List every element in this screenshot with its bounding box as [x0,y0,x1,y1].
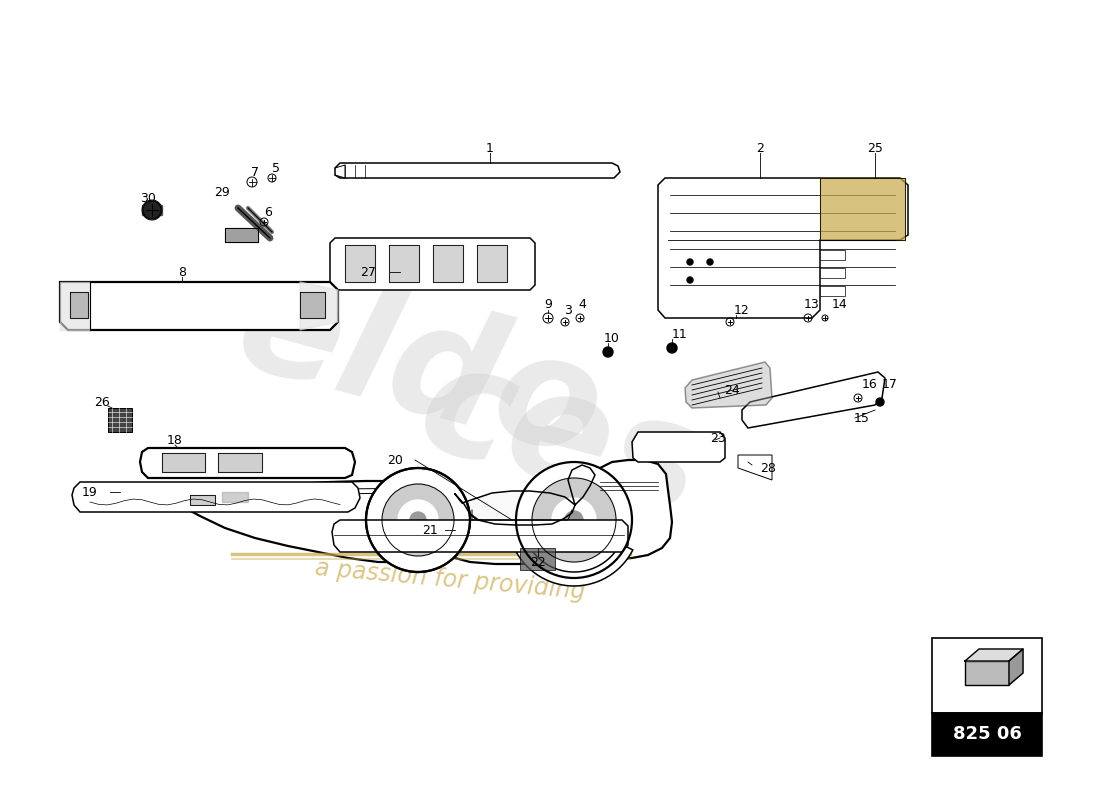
Text: 27: 27 [360,266,376,278]
Polygon shape [508,523,632,586]
Text: 3: 3 [564,303,572,317]
Text: 30: 30 [140,191,156,205]
Text: 825 06: 825 06 [953,725,1022,743]
Polygon shape [433,245,463,282]
Circle shape [707,259,713,265]
Polygon shape [332,520,628,552]
Text: 14: 14 [832,298,848,311]
Polygon shape [108,408,132,432]
Text: 23: 23 [711,431,726,445]
Text: 11: 11 [672,327,688,341]
Text: 24: 24 [724,383,740,397]
Bar [932,638,1042,713]
Circle shape [382,484,454,556]
Text: 10: 10 [604,331,620,345]
Bar [965,661,1009,685]
Text: 18: 18 [167,434,183,446]
Circle shape [552,498,596,542]
Polygon shape [300,292,324,318]
Text: 22: 22 [530,555,546,569]
Polygon shape [685,362,772,408]
Text: 29: 29 [214,186,230,198]
Circle shape [667,343,676,353]
Polygon shape [162,453,205,472]
Text: 13: 13 [804,298,820,311]
Polygon shape [142,205,162,215]
Circle shape [143,201,161,219]
Polygon shape [820,178,905,240]
Polygon shape [738,455,772,480]
Polygon shape [300,282,338,330]
Text: 5: 5 [272,162,280,174]
Polygon shape [72,482,360,512]
Polygon shape [820,268,845,278]
Text: 28: 28 [760,462,775,474]
Text: 6: 6 [264,206,272,218]
Polygon shape [330,238,535,290]
Circle shape [366,468,470,572]
Polygon shape [820,250,845,260]
Text: 16: 16 [862,378,878,391]
Circle shape [688,259,693,265]
Polygon shape [632,432,725,462]
Polygon shape [70,292,88,318]
Text: 19: 19 [82,486,98,498]
Polygon shape [389,245,419,282]
Polygon shape [218,453,262,472]
Text: 12: 12 [734,303,750,317]
Text: 2: 2 [756,142,763,154]
Text: 8: 8 [178,266,186,278]
Polygon shape [222,492,248,502]
Polygon shape [520,548,556,570]
Circle shape [410,512,426,528]
Polygon shape [477,245,507,282]
Polygon shape [60,282,90,330]
Text: 15: 15 [854,411,870,425]
Polygon shape [658,178,908,318]
Polygon shape [820,286,845,296]
Text: 25: 25 [867,142,883,154]
Polygon shape [568,465,595,505]
Text: 9: 9 [544,298,552,311]
Polygon shape [226,228,258,242]
Circle shape [532,478,616,562]
Bar [932,713,1042,756]
Circle shape [516,462,632,578]
Polygon shape [1009,649,1023,685]
Polygon shape [345,245,375,282]
Polygon shape [180,460,672,564]
Polygon shape [965,649,1023,661]
Circle shape [565,511,583,529]
Text: 17: 17 [882,378,898,391]
Circle shape [876,398,884,406]
Text: 26: 26 [95,395,110,409]
Polygon shape [742,372,886,428]
Text: ces: ces [403,331,717,549]
Polygon shape [140,448,355,478]
Polygon shape [336,163,620,178]
Polygon shape [455,491,575,525]
Text: a passion for providing: a passion for providing [314,556,586,604]
Circle shape [688,277,693,283]
Text: 4: 4 [579,298,586,311]
Text: eldo: eldo [222,250,618,490]
Circle shape [398,500,438,540]
Polygon shape [190,495,214,505]
Polygon shape [60,282,338,330]
Text: 1: 1 [486,142,494,154]
Circle shape [603,347,613,357]
Text: 21: 21 [422,523,438,537]
Text: 7: 7 [251,166,258,178]
Text: 20: 20 [387,454,403,466]
